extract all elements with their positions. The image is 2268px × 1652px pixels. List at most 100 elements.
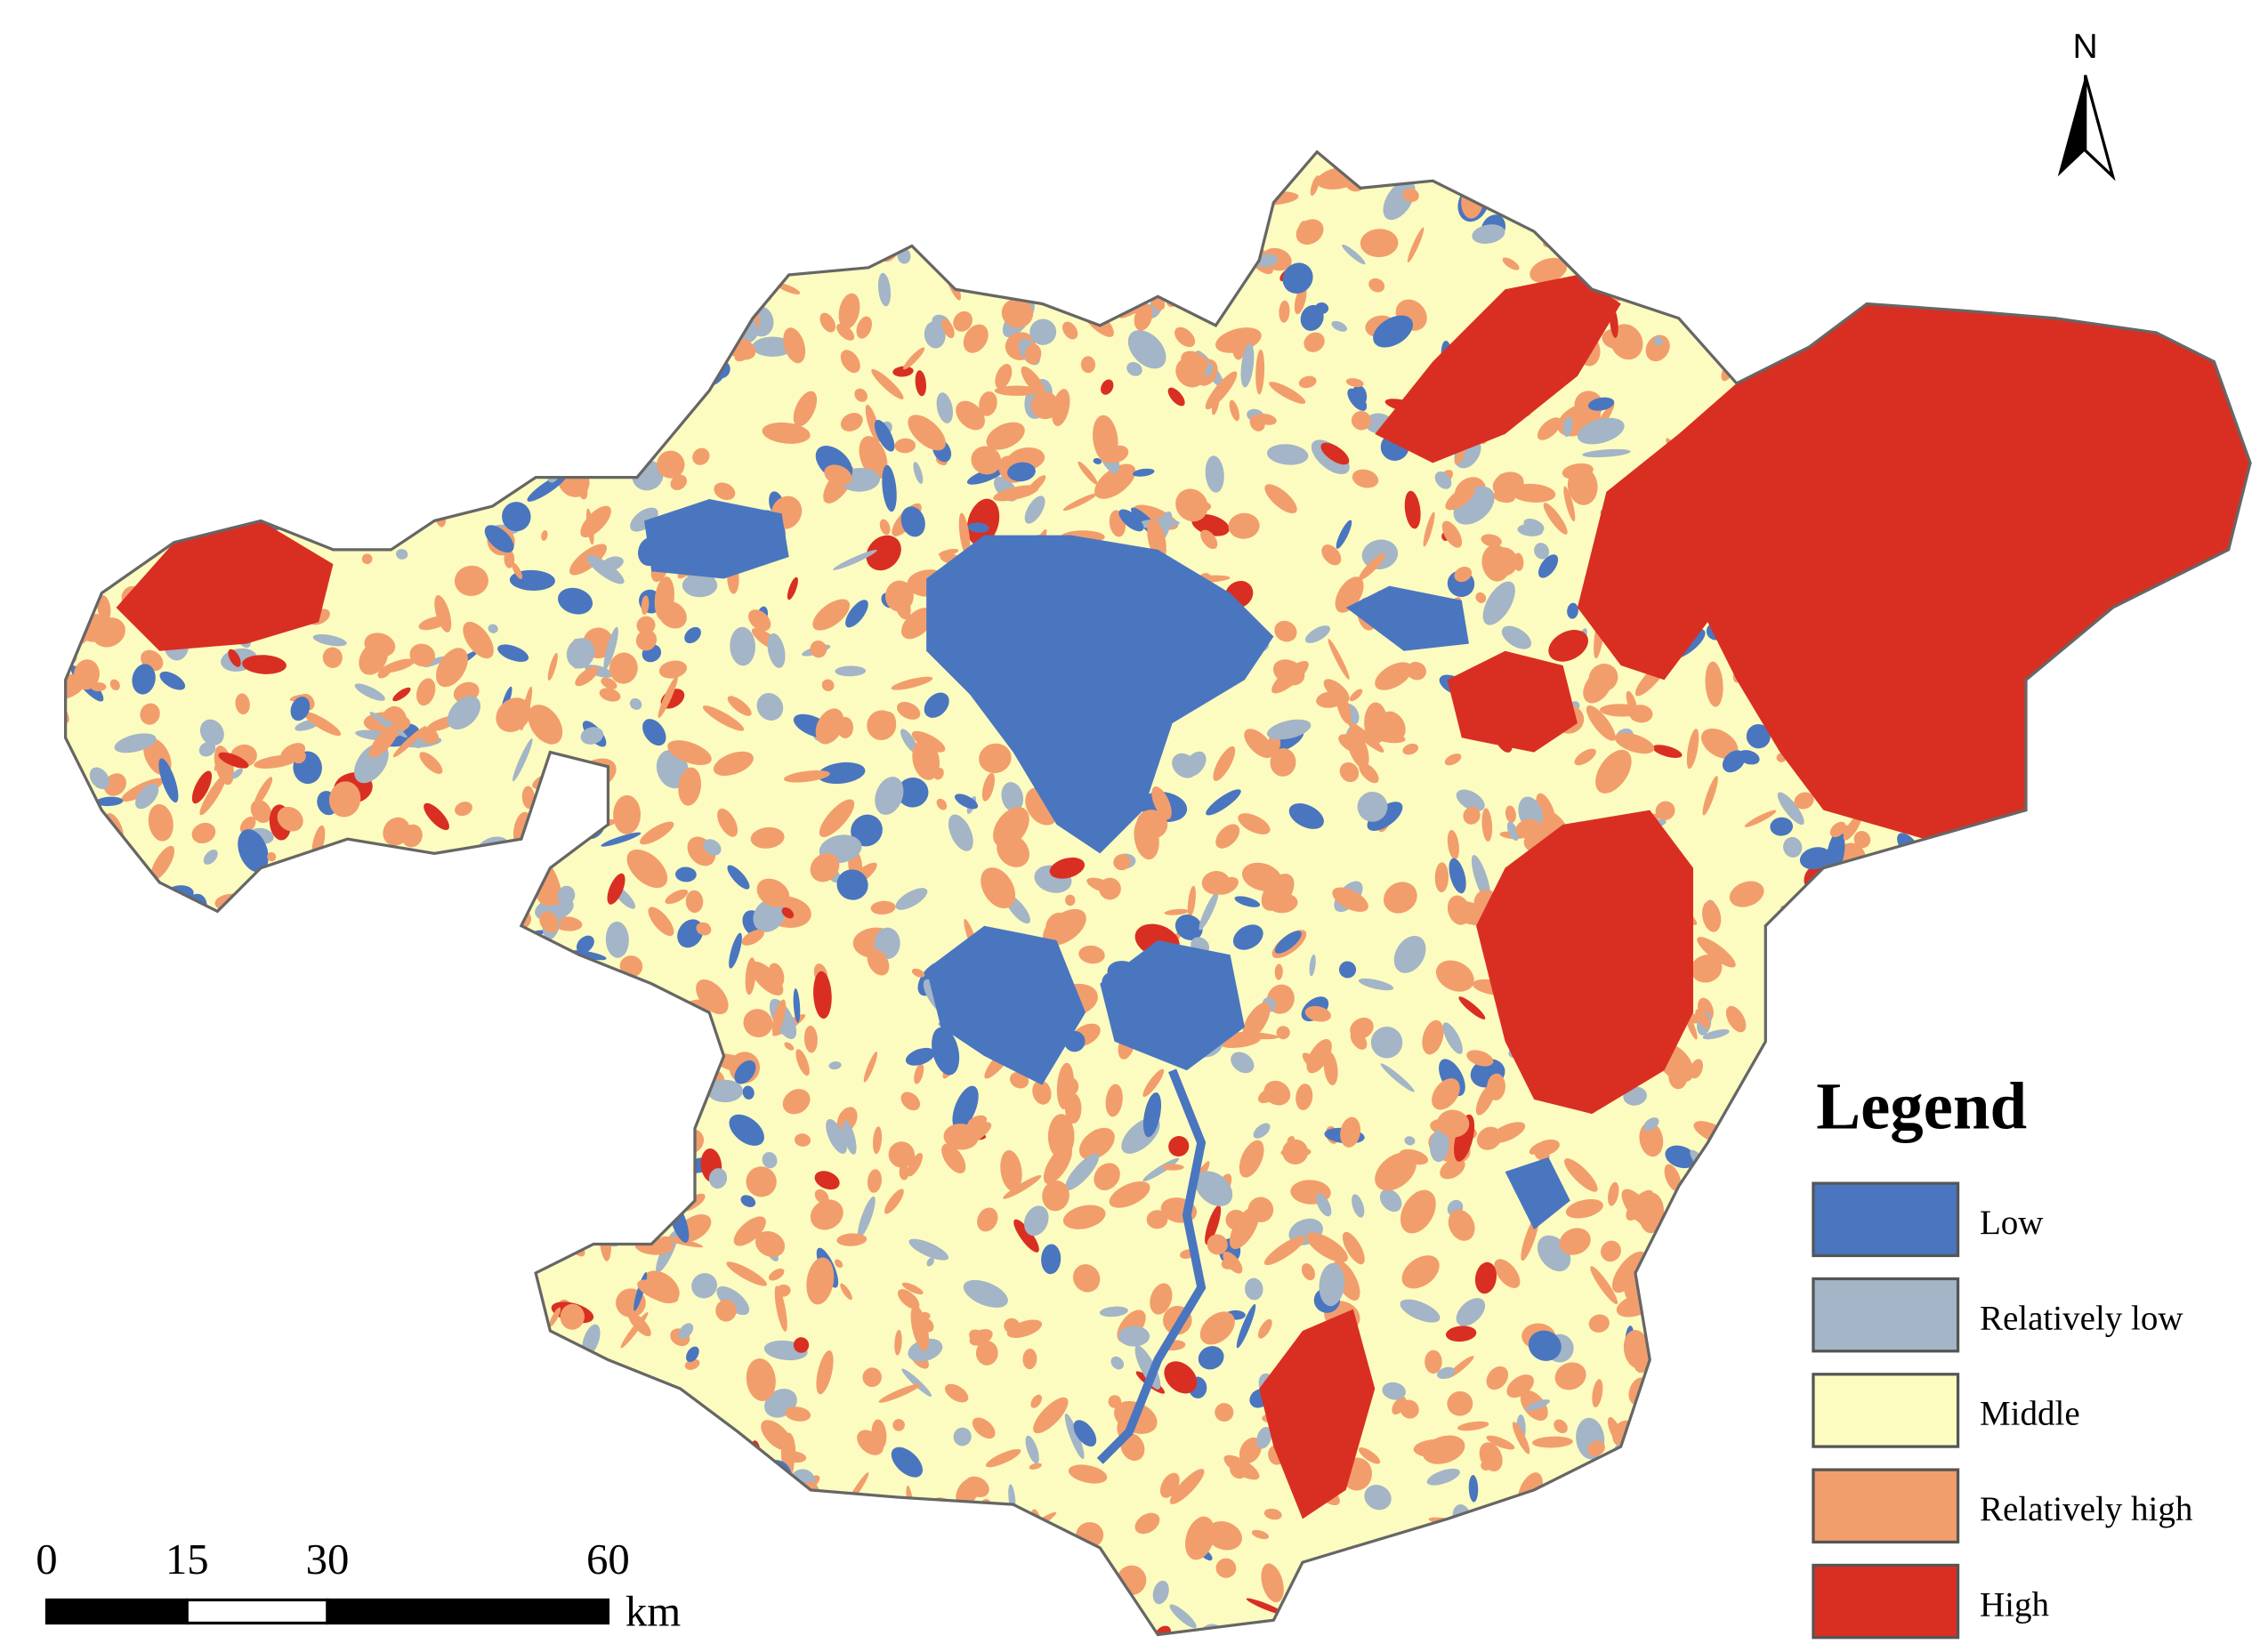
speckle [142, 163, 163, 181]
speckle [198, 1415, 218, 1438]
speckle [1757, 1291, 1781, 1315]
speckle [311, 318, 336, 347]
north-arrow-left [2057, 75, 2086, 177]
speckle [530, 238, 552, 246]
speckle [391, 850, 419, 882]
speckle [426, 1178, 439, 1189]
speckle [403, 1018, 429, 1054]
speckle [1889, 1021, 1922, 1048]
speckle [1999, 836, 2036, 854]
speckle [1434, 471, 1452, 489]
speckle [1223, 1251, 1243, 1274]
speckle [1525, 1399, 1551, 1411]
speckle [1694, 1340, 1738, 1366]
speckle [1407, 227, 1425, 263]
speckle [328, 781, 361, 818]
speckle [2248, 244, 2264, 260]
speckle [908, 174, 932, 197]
speckle [303, 711, 342, 737]
speckle [1642, 1470, 1653, 1479]
speckle [230, 1105, 242, 1123]
speckle [2199, 1538, 2220, 1565]
speckle [2035, 1019, 2053, 1054]
speckle [628, 372, 662, 403]
speckle [1146, 1210, 1168, 1229]
speckle [613, 794, 642, 834]
speckle [338, 863, 366, 876]
speckle [794, 1133, 811, 1147]
speckle [98, 1421, 125, 1443]
speckle [1486, 1366, 1509, 1390]
speckle [447, 696, 481, 729]
scale-tick-label: 30 [306, 1535, 350, 1584]
speckle [187, 342, 213, 378]
speckle [1447, 1390, 1473, 1416]
speckle [1895, 876, 1915, 900]
speckle [92, 617, 125, 648]
speckle [1199, 890, 1219, 931]
speckle [368, 724, 400, 758]
speckle [1447, 829, 1459, 860]
speckle [1759, 1166, 1774, 1197]
speckle [539, 911, 560, 933]
speckle [369, 237, 390, 257]
speckle [900, 1092, 921, 1111]
speckle [662, 1438, 689, 1467]
speckle [777, 254, 796, 267]
speckle [674, 1428, 719, 1457]
speckle [641, 226, 676, 244]
speckle [211, 392, 230, 434]
speckle [1569, 1606, 1603, 1635]
speckle [509, 1492, 551, 1528]
speckle [856, 316, 872, 339]
speckle [2232, 1351, 2251, 1379]
speckle [1523, 518, 1545, 533]
speckle [629, 697, 642, 710]
speckle [135, 400, 183, 428]
zone-low-city [926, 535, 1274, 854]
speckle [1563, 1617, 1578, 1635]
speckle [355, 176, 393, 208]
speckle [2103, 685, 2129, 726]
speckle [479, 352, 501, 393]
speckle [273, 498, 300, 518]
speckle [1482, 581, 1515, 625]
speckle [132, 664, 156, 695]
speckle [743, 1009, 773, 1038]
speckle [85, 401, 109, 423]
speckle [276, 1283, 295, 1302]
speckle [2068, 197, 2095, 220]
speckle [995, 364, 1013, 390]
speckle [393, 411, 436, 444]
legend-swatch [1812, 1373, 1960, 1448]
speckle [2077, 1164, 2092, 1207]
speckle [1556, 1492, 1601, 1515]
speckle [666, 1457, 676, 1469]
speckle [908, 415, 946, 451]
speckle [1660, 192, 1679, 209]
speckle [382, 658, 416, 673]
speckle [1071, 275, 1103, 312]
speckle [1591, 1505, 1633, 1526]
speckle [1404, 490, 1421, 529]
speckle [2094, 942, 2123, 969]
speckle [502, 1525, 522, 1533]
speckle [1800, 961, 1818, 979]
speckle [65, 1049, 78, 1083]
speckle [2119, 656, 2149, 688]
speckle [1437, 1524, 1465, 1563]
speckle [191, 822, 216, 844]
speckle [162, 317, 182, 332]
speckle [303, 1134, 335, 1179]
speckle [1406, 661, 1426, 681]
speckle [1370, 1027, 1403, 1059]
speckle [1612, 1622, 1642, 1635]
speckle [1032, 1080, 1052, 1105]
speckle [541, 1192, 577, 1223]
speckle [286, 151, 295, 162]
speckle [287, 912, 328, 926]
speckle [551, 402, 590, 435]
speckle [1611, 1251, 1647, 1293]
speckle [199, 438, 246, 469]
